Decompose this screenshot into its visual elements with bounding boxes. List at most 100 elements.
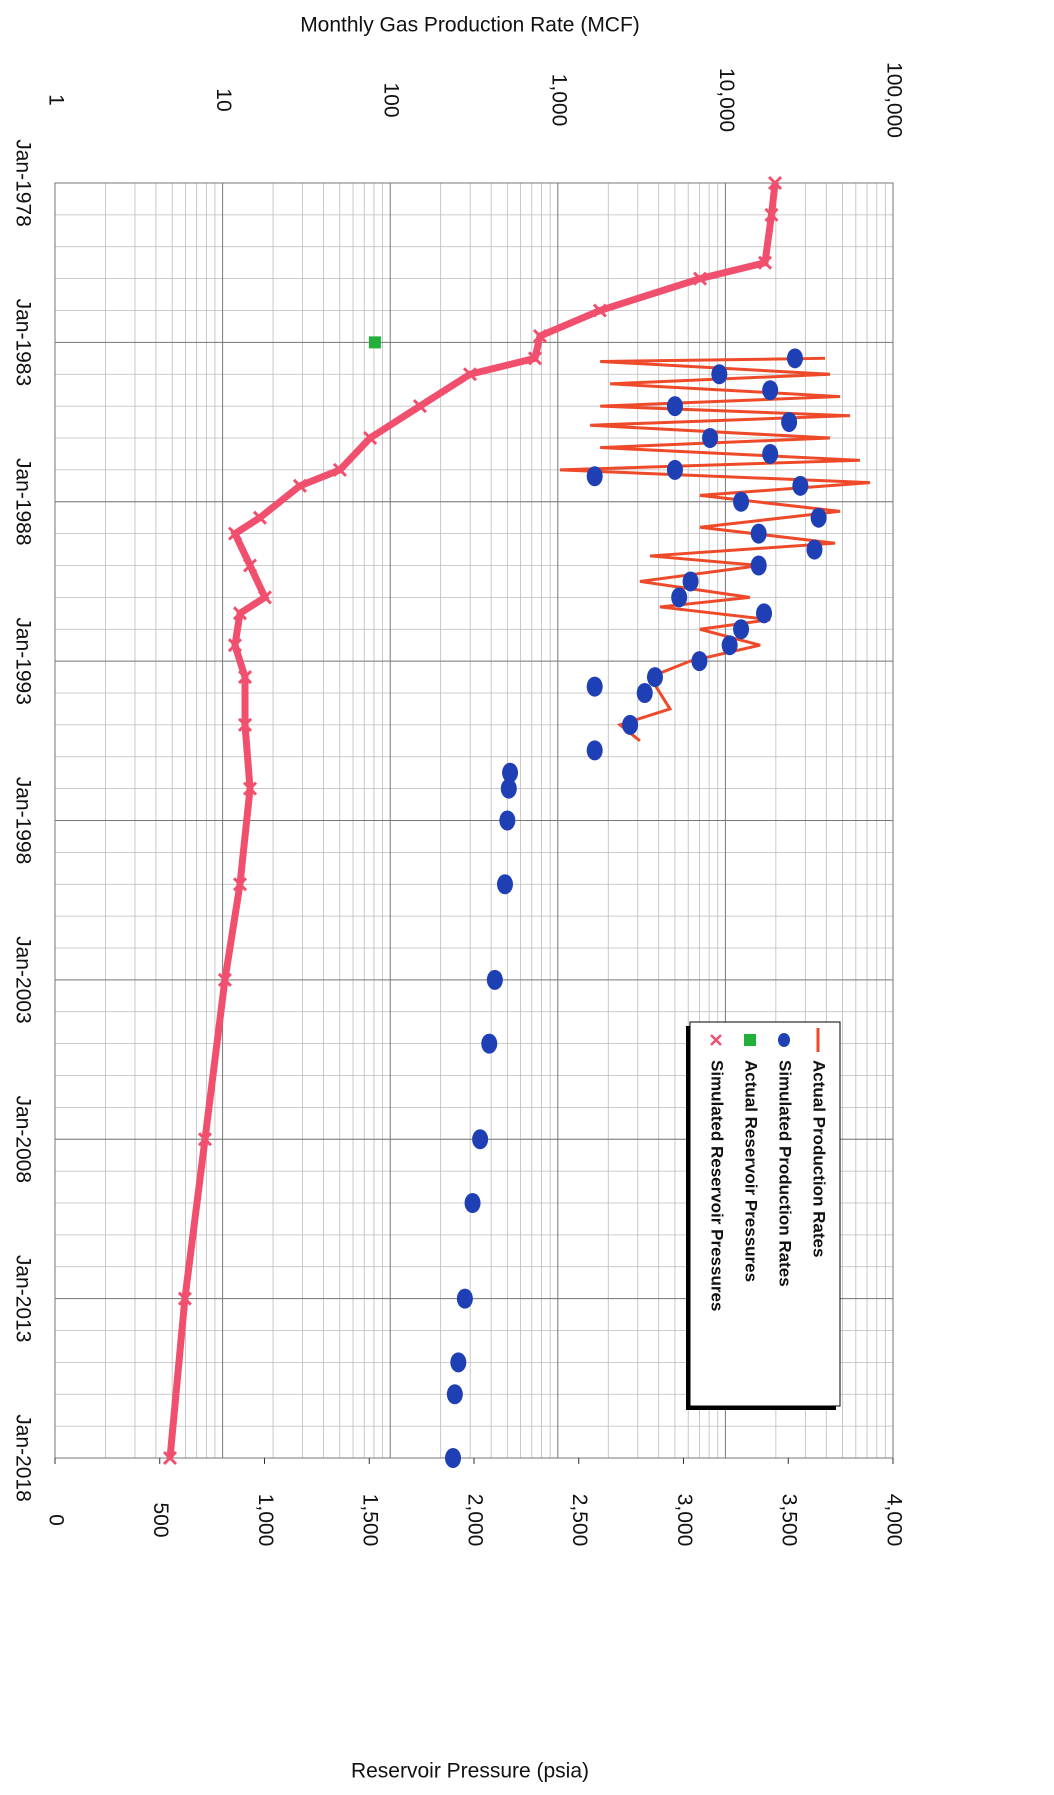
point (762, 443, 779, 464)
point (237, 717, 253, 732)
point (764, 207, 779, 222)
point (227, 638, 243, 653)
x-tick-label: Jan-1998 (11, 777, 34, 865)
point (292, 478, 307, 493)
point (786, 348, 803, 369)
point (767, 175, 783, 191)
point (502, 762, 519, 783)
point (756, 603, 773, 624)
x-tick-label: Jan-1978 (11, 139, 34, 227)
point (691, 651, 708, 672)
point (733, 491, 750, 512)
point (666, 459, 683, 480)
x-tick-label: Jan-2018 (11, 1414, 34, 1502)
point (252, 510, 267, 525)
point (257, 590, 272, 605)
point (232, 877, 248, 892)
point (792, 475, 809, 496)
point (692, 271, 708, 286)
legend: Actual Production Rates Simulated Product… (686, 1021, 841, 1410)
point (450, 1352, 467, 1373)
x-tick-label: Jan-1983 (11, 299, 34, 387)
point (682, 571, 699, 592)
y-tick-label: 100,000 (882, 62, 905, 138)
point (500, 778, 517, 799)
legend-swatch (710, 1034, 722, 1046)
point (237, 670, 253, 685)
x-tick-label: Jan-2008 (11, 1095, 34, 1183)
point (750, 555, 767, 576)
legend-swatch (744, 1034, 756, 1046)
point (636, 683, 653, 703)
point (462, 367, 478, 382)
point (622, 714, 639, 735)
legend-box (689, 1021, 841, 1407)
point (586, 740, 603, 761)
point (810, 507, 827, 528)
point (671, 587, 688, 608)
point (363, 430, 378, 446)
y2-tick-label: 1,500 (359, 1494, 382, 1547)
point (232, 606, 248, 621)
x-tick-label: Jan-2003 (11, 936, 34, 1024)
chart-title: Monthly Gas Production Rate (MCF) (300, 14, 640, 37)
y-tick-label: 1,000 (547, 74, 570, 127)
point (711, 364, 728, 385)
point (177, 1291, 192, 1306)
y-tick-label: 10,000 (715, 68, 738, 132)
point (733, 619, 750, 640)
point (456, 1288, 473, 1309)
y2-tick-label: 3,000 (673, 1494, 696, 1547)
point (464, 1193, 481, 1213)
y-tick-label: 100 (380, 82, 403, 117)
y-tick-label: 10 (212, 88, 235, 111)
point (496, 874, 513, 895)
point (806, 539, 823, 560)
legend-label: Actual Production Rates (810, 1060, 829, 1257)
point (162, 1450, 178, 1466)
y2-tick-label: 3,500 (778, 1494, 801, 1547)
legend-label: Simulated Production Rates (776, 1060, 795, 1287)
legend-label: Simulated Reservoir Pressures (708, 1060, 727, 1311)
point (472, 1129, 489, 1150)
y2-tick-label: 2,500 (568, 1494, 591, 1547)
point (666, 396, 683, 417)
point (499, 810, 516, 831)
point (197, 1132, 213, 1147)
point (762, 380, 779, 401)
point (368, 336, 381, 349)
series-trace (166, 182, 779, 1459)
y2-tick-label: 2,000 (463, 1494, 486, 1547)
point (242, 781, 258, 796)
point (217, 972, 232, 987)
point (750, 523, 767, 544)
y2-tick-label: 500 (149, 1502, 172, 1537)
point (757, 255, 773, 270)
point (527, 351, 543, 366)
point (412, 399, 428, 414)
x-tick-label: Jan-1988 (11, 458, 34, 546)
point (532, 328, 548, 344)
point (781, 412, 798, 433)
point (242, 558, 258, 573)
point (586, 466, 603, 487)
legend-label: Actual Reservoir Pressures (742, 1060, 761, 1282)
point (721, 635, 738, 656)
y2-tick-label: 0 (44, 1514, 67, 1526)
series-line (559, 356, 871, 742)
point (486, 969, 503, 990)
point (446, 1384, 463, 1405)
legend-swatch (778, 1033, 790, 1047)
point (227, 526, 243, 541)
point (702, 428, 719, 448)
point (481, 1033, 498, 1054)
y2-axis-title: Reservoir Pressure (psia) (351, 1760, 589, 1783)
point (332, 462, 347, 477)
y2-tick-label: 1,000 (254, 1494, 277, 1547)
point (592, 303, 607, 318)
x-tick-label: Jan-2013 (11, 1255, 34, 1343)
x-tick-label: Jan-1993 (11, 617, 34, 705)
point (586, 676, 603, 697)
y2-tick-label: 4,000 (882, 1494, 905, 1547)
